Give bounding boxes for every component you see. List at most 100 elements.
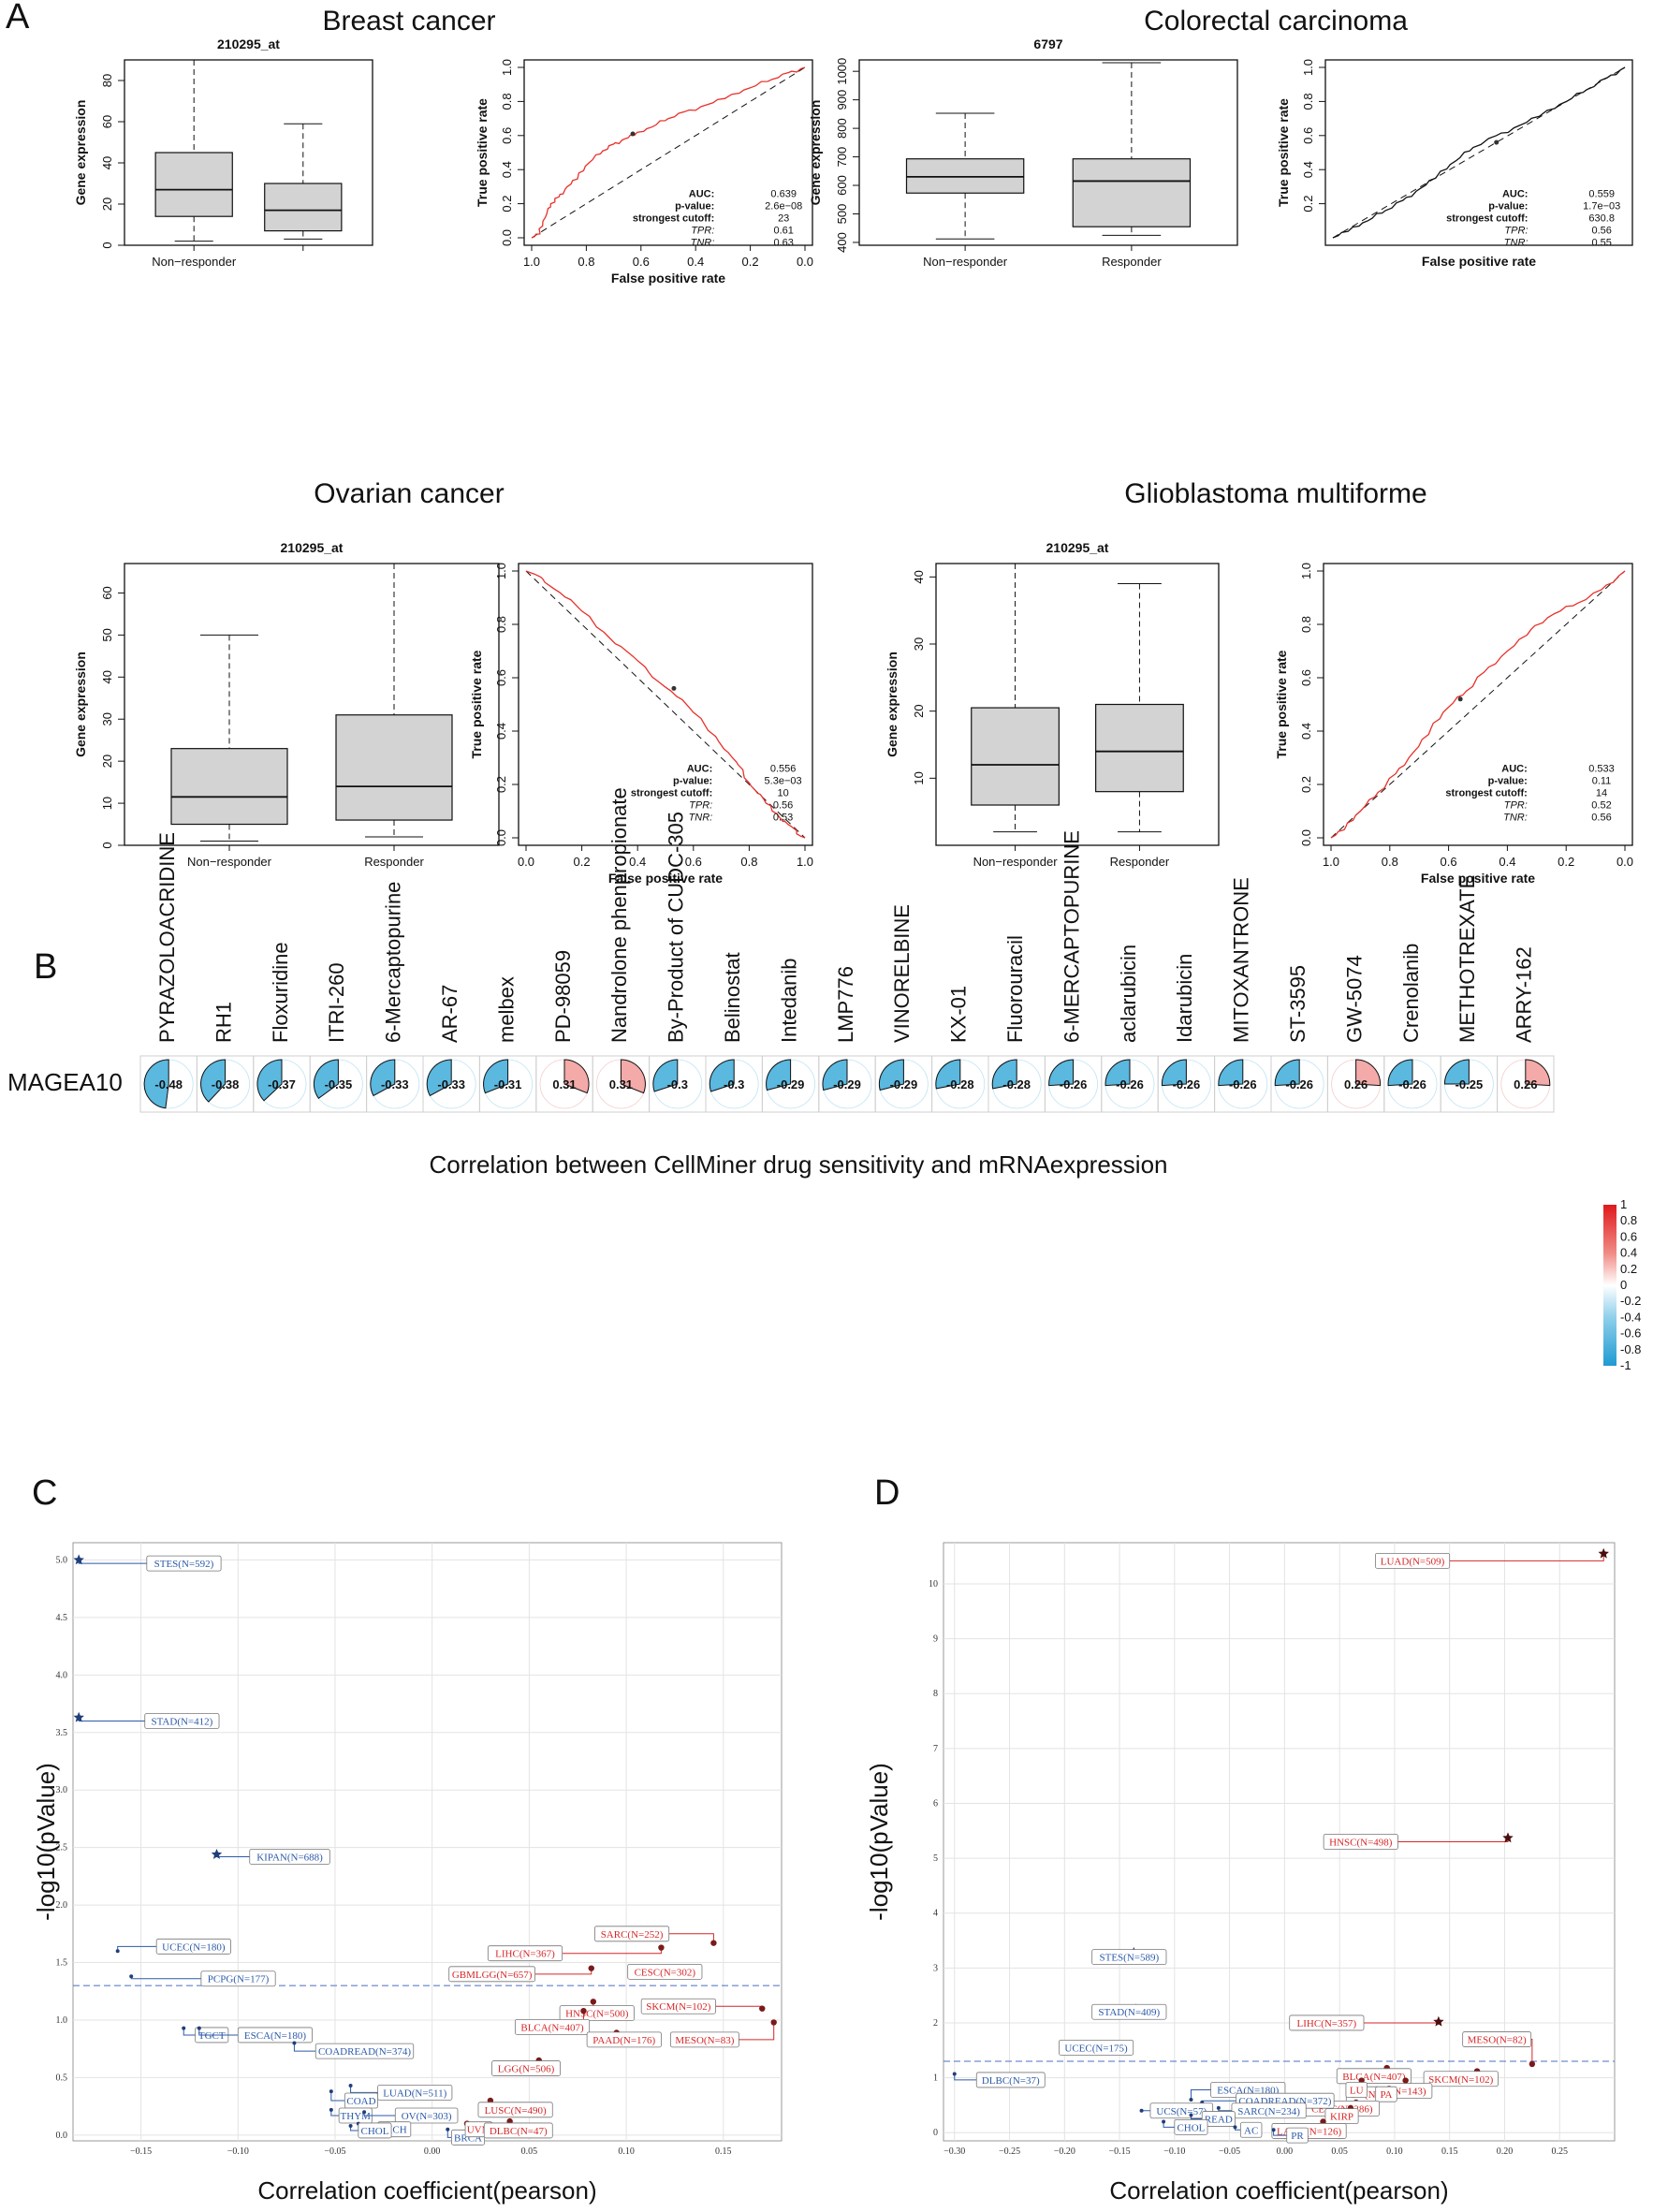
- drug-label: ST-3595: [1286, 965, 1309, 1043]
- label-connector: [739, 2022, 775, 2041]
- drug-label: LMP776: [834, 966, 857, 1043]
- point-label-box: [627, 1963, 703, 1980]
- legend-tick-label: -0.4: [1620, 1310, 1641, 1324]
- point-label: UCEC(N=180): [162, 1941, 226, 1953]
- correlation-value: -0.29: [890, 1077, 918, 1091]
- point-label: CESC(N=302): [635, 1967, 696, 1978]
- point-label: KIPAN(N=688): [256, 1852, 323, 1863]
- chance-diagonal: [525, 570, 806, 839]
- x-tick-label: 0.10: [618, 2146, 635, 2157]
- cutoff-point: [630, 131, 636, 137]
- y-axis-label: -log10(pValue): [32, 1763, 60, 1921]
- legend-tick-label: 0.8: [1620, 1213, 1637, 1227]
- point-label: CHOL: [360, 2126, 388, 2137]
- x-axis-label: False positive rate: [608, 871, 723, 886]
- box: [905, 158, 1025, 194]
- y-tick-label: 10: [929, 1579, 938, 1589]
- plot-frame: [1324, 59, 1633, 246]
- correlation-value: -0.26: [1285, 1077, 1313, 1091]
- data-point: [329, 2089, 333, 2094]
- stat-label-tnr: TNR:: [691, 238, 715, 249]
- point-label-box: [1239, 2121, 1263, 2138]
- label-connector: [668, 1933, 714, 1943]
- data-point: [182, 2026, 186, 2030]
- y-tick-label: 0: [100, 842, 114, 848]
- ovarian_roc-group: 0.0 0.2 0.4 0.6 0.8 1.0 0.0 0.2 0.4 0.6 0.8 1.0 True…: [469, 563, 813, 886]
- point-label-box: [1201, 2111, 1236, 2127]
- point-label: HNSC(N=500): [565, 2009, 629, 2020]
- legend-tick-label: 0.2: [1620, 1262, 1637, 1276]
- y-tick-label: 1.5: [56, 1958, 68, 1969]
- y-tick-label: 0.2: [1301, 196, 1315, 212]
- data-point: [1162, 2119, 1166, 2124]
- legend-tick-label: 1: [1620, 1197, 1627, 1211]
- box: [154, 152, 233, 217]
- stat-value-cutoff: 630.8: [1588, 213, 1615, 225]
- y-tick-label: 10: [912, 771, 926, 784]
- correlation-value: -0.33: [437, 1077, 465, 1091]
- drug-label: GW-5074: [1342, 955, 1366, 1043]
- stat-value-cutoff: 14: [1596, 788, 1607, 799]
- point-label: PA: [1380, 2089, 1392, 2101]
- label-connector: [330, 2091, 345, 2102]
- x-tick-label: −0.30: [944, 2146, 965, 2157]
- stat-value-pvalue: 5.3e−03: [765, 776, 802, 787]
- point-label-box: [1174, 2118, 1208, 2135]
- data-point: [759, 2005, 766, 2012]
- point-label: DLBC(N=37): [982, 2075, 1040, 2087]
- legend-tick-label: -0.6: [1620, 1326, 1641, 1340]
- x-tick-label: 0.2: [1558, 855, 1574, 869]
- stat-label-pvalue: p-value:: [1488, 776, 1528, 787]
- point-label-box: [377, 2084, 453, 2101]
- gbm_box-group: 210295_at 10 20 30 40 Gene expression Non−resp…: [885, 540, 1220, 869]
- y-tick-label: 0.4: [494, 723, 508, 740]
- legend-tick-label: -0.8: [1620, 1342, 1641, 1356]
- y-tick-label: 5: [933, 1853, 938, 1864]
- point-label: LUSC(N=490): [485, 2105, 547, 2117]
- point-label-box: [1091, 1949, 1167, 1966]
- point-label-box: [315, 2043, 415, 2059]
- plot-frame: [518, 563, 813, 846]
- data-point: [1233, 2125, 1237, 2130]
- correlation-value: -0.38: [212, 1077, 240, 1091]
- drug-label: aclarubicin: [1117, 945, 1140, 1043]
- point-label-box: [640, 1998, 716, 2014]
- drug-label: By-Product of CUDC-305: [665, 812, 688, 1043]
- y-tick-label: 800: [835, 118, 849, 139]
- drug-label: Crenolanib: [1399, 944, 1423, 1043]
- point-label: MESO(N=83): [675, 2035, 734, 2046]
- point-label: LIHC(N=357): [1297, 2018, 1357, 2029]
- data-point: [1402, 2077, 1409, 2084]
- stat-label-tnr: TNR:: [689, 813, 713, 824]
- y-tick-label: 30: [912, 637, 926, 651]
- point-label: BLCA(N=407): [1342, 2072, 1406, 2083]
- y-tick-label: 30: [100, 712, 114, 725]
- y-tick-label: 600: [835, 175, 849, 196]
- point-label: LGG(N=506): [498, 2064, 555, 2075]
- data-point-star: [1433, 2015, 1444, 2027]
- stat-label-auc: AUC:: [1501, 764, 1528, 775]
- x-tick-label: 0.05: [521, 2146, 538, 2157]
- plot-frame: [124, 59, 373, 246]
- stat-value-auc: 0.533: [1588, 764, 1615, 775]
- section-title-colorectal: Colorectal carcinoma: [1144, 6, 1408, 37]
- x-tick-label: Non−responder: [187, 855, 272, 869]
- data-point: [952, 2072, 957, 2076]
- x-tick-label: 0.8: [740, 855, 757, 869]
- x-tick-label: 0.4: [687, 255, 704, 269]
- y-tick-label: 5.0: [56, 1555, 68, 1565]
- crc_box-group: 6797 400 500 600 700 800 900 1000 Gene expressio…: [808, 37, 1238, 269]
- y-tick-label: 0.8: [1301, 93, 1315, 110]
- point-label: PAAD(N=176): [592, 2035, 655, 2046]
- stat-label-tpr: TPR:: [689, 800, 712, 812]
- plot-frame: [858, 59, 1238, 246]
- drug-label: Intedanib: [777, 958, 800, 1043]
- point-label: SARC(N=234): [1237, 2106, 1300, 2117]
- point-label: TGCT: [198, 2030, 226, 2042]
- data-point: [329, 2107, 333, 2112]
- y-tick-label: 700: [835, 147, 849, 168]
- heatmap-caption: Correlation between CellMiner drug sensi…: [429, 1150, 1167, 1179]
- correlation-pie: [370, 1059, 396, 1097]
- stat-label-tpr: TPR:: [691, 226, 714, 237]
- correlation-pie: [1387, 1059, 1413, 1087]
